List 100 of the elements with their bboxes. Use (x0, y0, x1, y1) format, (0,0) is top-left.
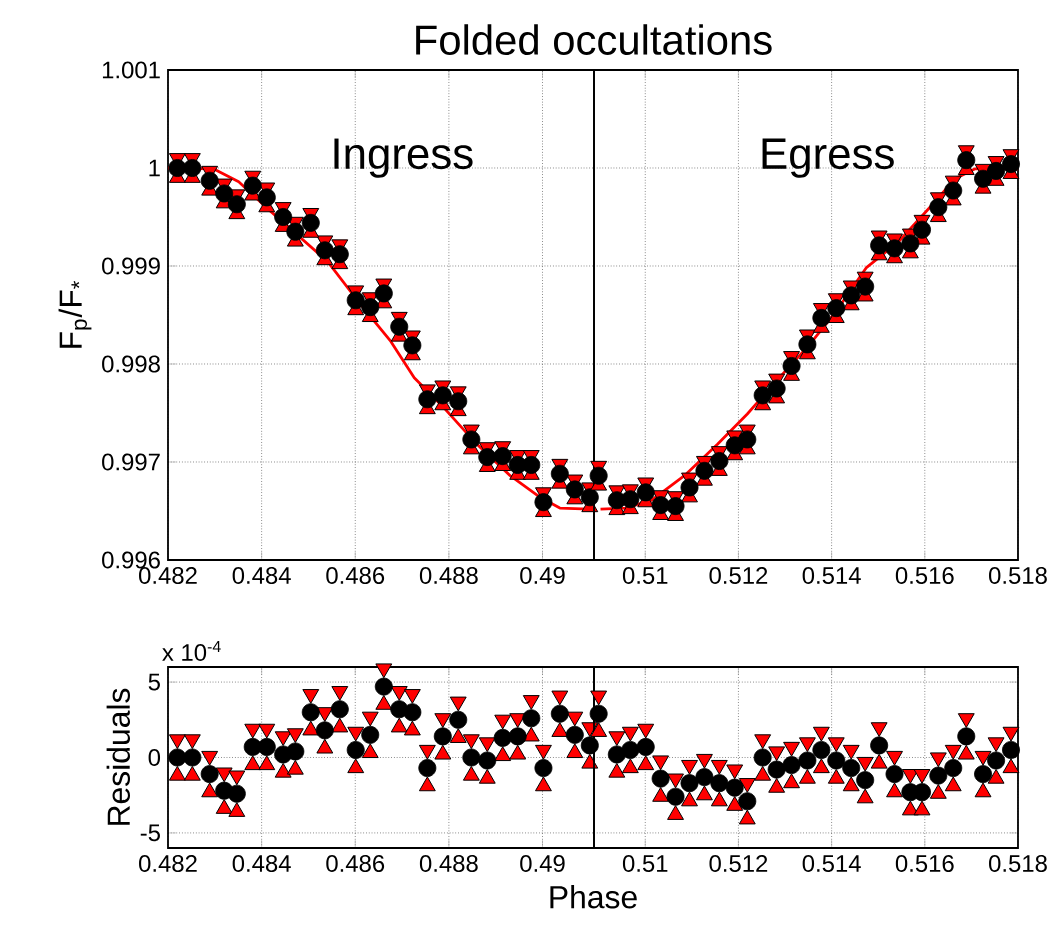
point (870, 722, 888, 737)
point (478, 448, 497, 467)
point (913, 800, 931, 816)
point (957, 151, 976, 170)
y-tick-label: 0 (148, 749, 161, 766)
x-tick-label: 0.512 (709, 855, 768, 872)
point (257, 188, 276, 207)
point (798, 751, 817, 770)
point (767, 379, 786, 398)
point (856, 771, 875, 790)
point (753, 386, 772, 405)
point (944, 776, 962, 792)
y-tick-label: 0.998 (102, 355, 160, 373)
x-tick-label: 0.516 (895, 855, 954, 872)
point (695, 753, 713, 769)
point (782, 356, 801, 375)
x-tick-label: 0.486 (326, 567, 385, 584)
point (550, 464, 569, 483)
point (827, 751, 846, 770)
x-tick-label: 0.518 (989, 567, 1047, 584)
point (738, 809, 756, 825)
point (695, 785, 713, 801)
text: x 10$^{-4}$ (162, 641, 221, 661)
point (901, 800, 919, 816)
point (637, 723, 655, 739)
point (315, 241, 334, 260)
y-tick-label: 1.001 (102, 61, 160, 79)
point (493, 447, 512, 466)
point (812, 726, 830, 742)
point (827, 299, 846, 318)
point (522, 455, 541, 474)
point (183, 159, 202, 177)
point (710, 791, 728, 807)
point (783, 741, 800, 757)
point (621, 490, 640, 509)
point (695, 768, 714, 787)
x-tick-label: 0.516 (895, 567, 954, 584)
point (608, 731, 626, 747)
point (666, 787, 685, 806)
point (738, 792, 757, 811)
x-tick-label: 0.514 (802, 567, 861, 584)
point (944, 759, 963, 778)
point (680, 478, 699, 497)
point (374, 284, 393, 303)
point (856, 756, 874, 772)
point (782, 756, 801, 775)
x-tick-label: 0.482 (139, 567, 197, 584)
y-tick-label: 1 (149, 159, 160, 177)
point (913, 220, 931, 239)
y-tick-label: 0.997 (102, 453, 160, 471)
y-tick-label: 0.996 (102, 551, 160, 569)
point (215, 184, 234, 203)
point (651, 496, 670, 515)
point (621, 740, 640, 759)
x-tick-label: 0.514 (802, 855, 861, 872)
point (590, 690, 608, 706)
point (842, 286, 861, 305)
point (695, 461, 714, 480)
point (301, 213, 320, 232)
x-tick-label: 0.488 (419, 855, 478, 872)
point (987, 161, 1006, 180)
x-tick-label: 0.51 (622, 855, 668, 872)
point (1002, 740, 1020, 759)
point (842, 744, 860, 760)
point (243, 176, 262, 195)
point (929, 752, 947, 768)
point (856, 277, 875, 296)
point (710, 759, 728, 775)
point (534, 493, 553, 512)
chart-title: Folded occultations (416, 24, 772, 55)
point (798, 737, 816, 753)
annotation: Ingress (334, 138, 473, 178)
point (666, 497, 685, 516)
point (901, 234, 920, 253)
point (286, 222, 305, 241)
point (827, 737, 845, 753)
point (974, 765, 993, 784)
point (929, 784, 947, 799)
point (957, 727, 976, 746)
x-tick-label: 0.484 (232, 855, 291, 872)
point (710, 452, 729, 470)
point (929, 766, 948, 785)
point (418, 390, 437, 409)
point (667, 805, 684, 820)
point (768, 778, 786, 793)
point (1002, 155, 1020, 174)
point (929, 198, 948, 217)
point (403, 336, 422, 355)
point (274, 208, 293, 226)
point (957, 713, 975, 728)
x-tick-label: 0.49 (520, 855, 565, 872)
point (652, 787, 670, 802)
x-tick-label: 0.486 (326, 855, 385, 872)
point (636, 483, 655, 502)
point (1002, 726, 1020, 742)
point (886, 750, 903, 766)
point (681, 759, 698, 775)
point (987, 751, 1006, 770)
point (589, 466, 608, 485)
point (738, 430, 757, 449)
